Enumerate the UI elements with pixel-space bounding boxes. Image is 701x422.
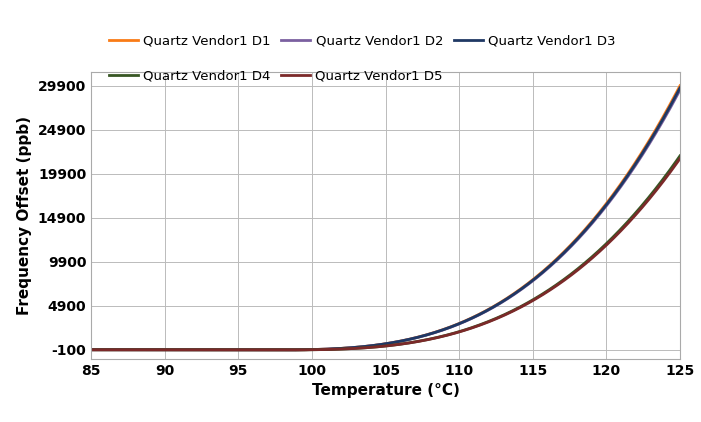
Quartz Vendor1 D3: [264, 347, 273, 352]
Quartz Vendor1 D2: [571, 240, 579, 245]
Quartz Vendor1 D4: [676, 153, 684, 158]
Line: Quartz Vendor1 D4: Quartz Vendor1 D4: [91, 156, 680, 350]
Quartz Vendor1 D2: [264, 347, 273, 352]
Quartz Vendor1 D5: [662, 174, 671, 179]
Line: Quartz Vendor1 D1: Quartz Vendor1 D1: [91, 86, 680, 350]
Quartz Vendor1 D3: [372, 343, 380, 348]
Quartz Vendor1 D4: [87, 347, 95, 352]
Quartz Vendor1 D1: [676, 83, 684, 88]
Quartz Vendor1 D2: [87, 347, 95, 352]
Quartz Vendor1 D5: [372, 344, 380, 349]
Quartz Vendor1 D4: [271, 347, 280, 352]
Quartz Vendor1 D4: [368, 345, 376, 350]
Line: Quartz Vendor1 D2: Quartz Vendor1 D2: [91, 90, 680, 350]
Quartz Vendor1 D2: [439, 327, 447, 333]
Quartz Vendor1 D1: [368, 343, 376, 348]
Quartz Vendor1 D5: [271, 347, 280, 352]
Line: Quartz Vendor1 D3: Quartz Vendor1 D3: [91, 88, 680, 350]
Quartz Vendor1 D2: [372, 343, 380, 348]
Quartz Vendor1 D1: [407, 336, 415, 341]
Quartz Vendor1 D4: [372, 344, 380, 349]
Quartz Vendor1 D4: [439, 333, 447, 338]
Quartz Vendor1 D1: [571, 238, 579, 243]
Quartz Vendor1 D5: [407, 340, 415, 345]
Quartz Vendor1 D3: [676, 85, 684, 90]
X-axis label: Temperature (°C): Temperature (°C): [312, 383, 459, 398]
Quartz Vendor1 D3: [407, 336, 415, 341]
Quartz Vendor1 D3: [368, 343, 376, 348]
Quartz Vendor1 D5: [87, 347, 95, 352]
Quartz Vendor1 D3: [439, 327, 447, 333]
Quartz Vendor1 D2: [407, 336, 415, 341]
Quartz Vendor1 D1: [439, 327, 447, 332]
Quartz Vendor1 D4: [407, 340, 415, 345]
Line: Quartz Vendor1 D5: Quartz Vendor1 D5: [91, 159, 680, 350]
Quartz Vendor1 D4: [571, 268, 579, 273]
Quartz Vendor1 D1: [87, 347, 95, 352]
Quartz Vendor1 D3: [571, 239, 579, 244]
Quartz Vendor1 D4: [662, 171, 671, 176]
Quartz Vendor1 D3: [662, 109, 671, 114]
Quartz Vendor1 D5: [571, 270, 579, 275]
Quartz Vendor1 D5: [676, 156, 684, 161]
Quartz Vendor1 D1: [372, 343, 380, 348]
Y-axis label: Frequency Offset (ppb): Frequency Offset (ppb): [18, 116, 32, 315]
Quartz Vendor1 D2: [662, 111, 671, 116]
Quartz Vendor1 D5: [368, 345, 376, 350]
Quartz Vendor1 D1: [662, 107, 671, 112]
Quartz Vendor1 D1: [264, 347, 273, 352]
Quartz Vendor1 D5: [439, 334, 447, 339]
Quartz Vendor1 D2: [676, 87, 684, 92]
Legend: Quartz Vendor1 D4, Quartz Vendor1 D5: Quartz Vendor1 D4, Quartz Vendor1 D5: [104, 64, 448, 87]
Quartz Vendor1 D3: [87, 347, 95, 352]
Quartz Vendor1 D2: [368, 343, 376, 348]
